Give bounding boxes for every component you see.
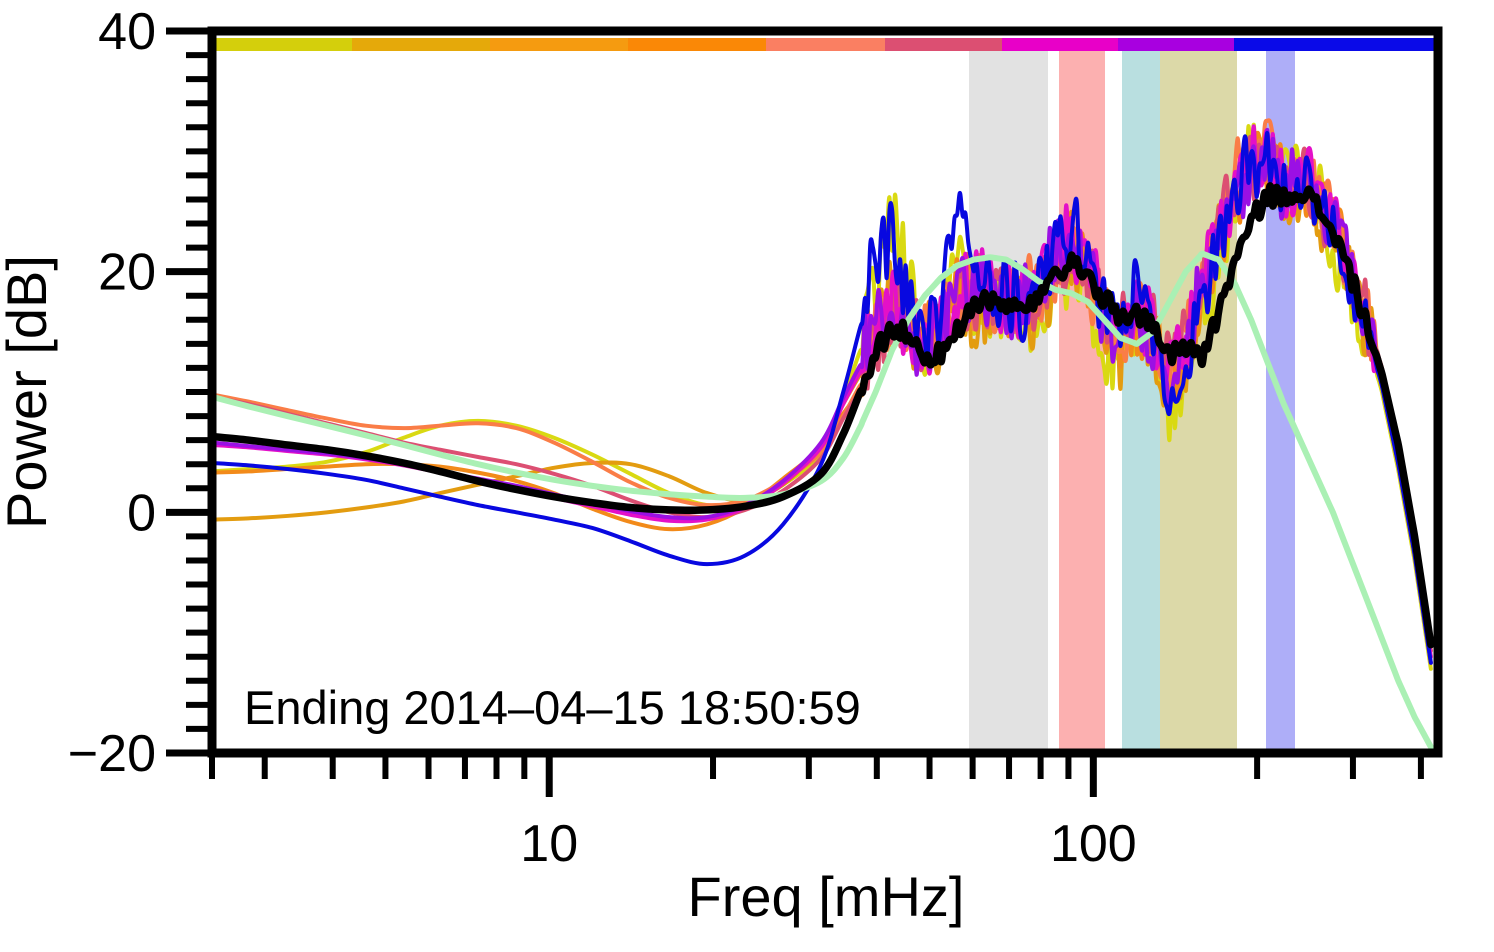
color-strip-seg-2 [352, 38, 490, 51]
color-strip-seg-4 [628, 38, 766, 51]
color-strip-seg-1 [212, 38, 352, 51]
color-strip-seg-8 [1118, 38, 1234, 51]
x-axis-label: Freq [mHz] [688, 865, 965, 928]
y-tick-label-0: 0 [127, 484, 156, 542]
color-strip-seg-9 [1234, 38, 1438, 51]
y-axis-label: Power [dB] [0, 255, 58, 529]
y-tick-label--20: −20 [68, 725, 156, 783]
axis-ticks [166, 27, 1424, 797]
spectrum-line-channel-9 [212, 250, 1434, 750]
y-tick-label-20: 20 [98, 244, 156, 302]
color-strip-seg-3 [490, 38, 628, 51]
axis-tick-labels: −20 0 20 40 10 100 [68, 3, 1137, 873]
color-strip-seg-6 [885, 38, 1002, 51]
color-strip-seg-5 [766, 38, 885, 51]
band-cyan [1122, 41, 1160, 753]
spectrum-line-mean [212, 182, 1435, 649]
band-red [1059, 41, 1105, 753]
color-strip-seg-7 [1002, 38, 1118, 51]
spectra-curves-layer [212, 118, 1435, 750]
band-gray [969, 41, 1048, 753]
x-tick-label-10: 10 [520, 815, 578, 873]
y-tick-label-40: 40 [98, 3, 156, 61]
top-color-strip [212, 38, 1438, 51]
ending-timestamp-annotation: Ending 2014‒04‒15 18:50:59 [244, 681, 861, 734]
curves-clip-group [212, 118, 1435, 750]
x-tick-label-100: 100 [1050, 815, 1137, 873]
